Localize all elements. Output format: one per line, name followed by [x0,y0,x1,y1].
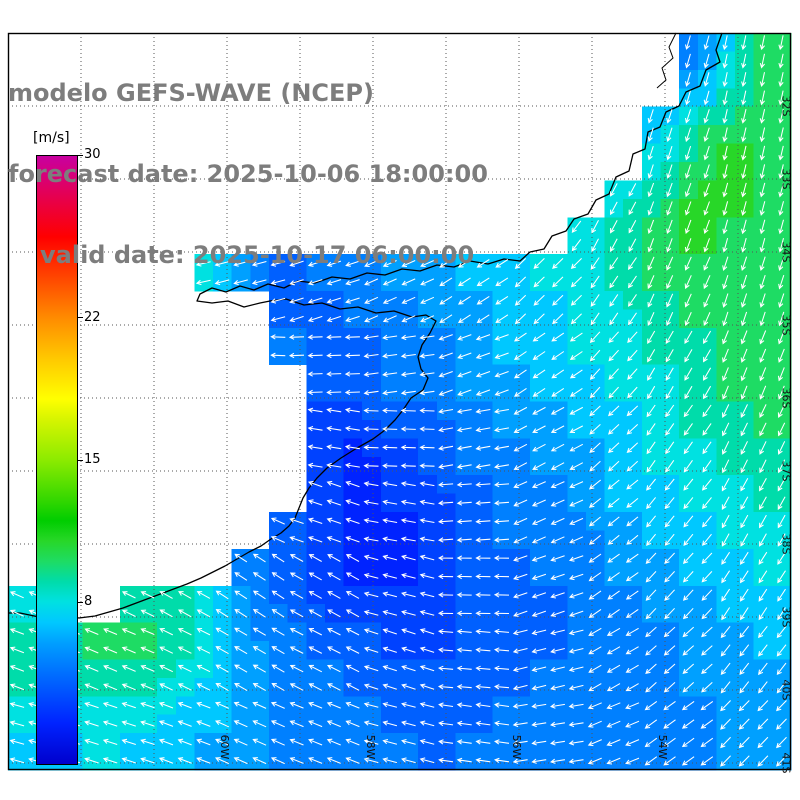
graticule-gridlines [8,33,791,770]
inland-water-path [656,32,677,89]
coastline [8,32,723,619]
wind-arrow-path [9,35,787,767]
lon-label: 58W [364,735,377,760]
colorbar-unit-label: [m/s] [31,130,72,146]
lat-label: 33S [780,169,793,190]
lon-label: 54W [656,735,669,760]
colorbar-tick-label: 15 [84,452,101,467]
lat-label: 36S [780,388,793,409]
lat-label: 40S [780,680,793,701]
lat-label: 37S [780,461,793,482]
lat-label: 35S [780,315,793,336]
gridline-path [8,33,791,770]
colorbar-tick-mark [78,317,83,319]
colorbar-tick-mark [78,154,83,156]
wind-speed-cells [8,33,792,771]
colorbar-tick-label: 22 [84,309,101,325]
colorbar-tick-mark [78,459,83,461]
lat-label: 32S [780,96,793,117]
map-frame [7,32,792,771]
colorbar-tick-label: 8 [84,594,93,610]
colorbar [36,155,78,765]
colorbar-tick-mark [78,601,83,603]
colorbar-tick-label: 30 [84,147,101,162]
axis-labels: 32S 33S 34S 35S 36S 37S 38S 39S 40S 41S 60W 58W 56W 5… [218,96,793,774]
lat-label: 34S [780,242,793,263]
wind-direction-arrows [9,35,787,767]
lat-label: 41S [780,753,793,774]
lat-label: 38S [780,534,793,555]
lon-label: 60W [218,735,231,760]
lon-label: 56W [510,735,523,760]
lat-label: 39S [780,607,793,628]
coastline-path [8,32,723,619]
